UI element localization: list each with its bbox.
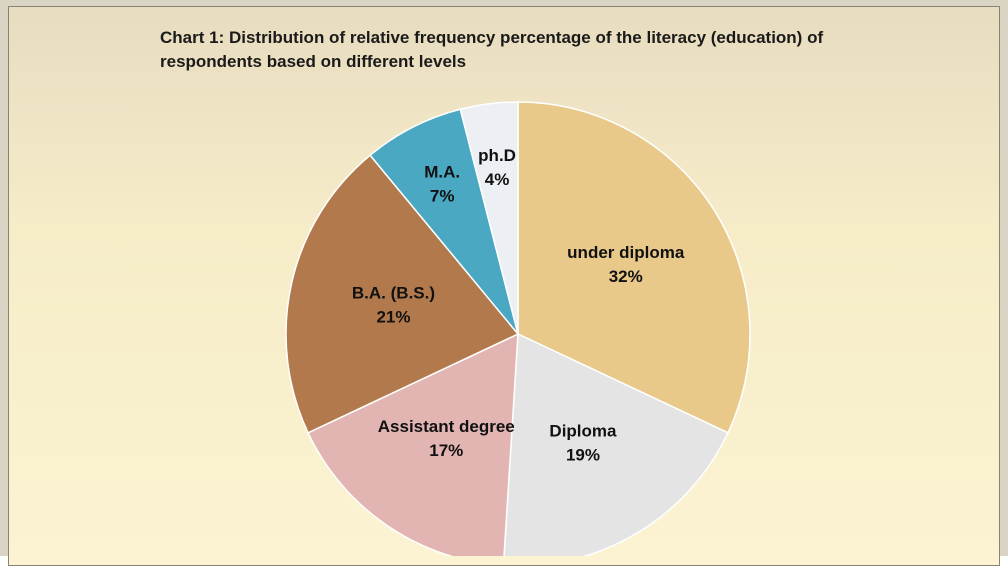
pie-slice xyxy=(459,101,519,335)
slice-value-label: 17% xyxy=(429,441,463,460)
slice-label: M.A. xyxy=(424,163,460,182)
slice-label: Diploma xyxy=(549,421,617,440)
pie-slice xyxy=(517,101,751,434)
slice-value-label: 7% xyxy=(430,187,455,206)
chart-title: Chart 1: Distribution of relative freque… xyxy=(160,28,824,71)
slice-label: ph.D xyxy=(478,146,516,165)
slice-value-label: 21% xyxy=(376,308,410,327)
pie-slice xyxy=(307,332,519,556)
pie-slice xyxy=(285,154,520,434)
slice-value-label: 19% xyxy=(566,445,600,464)
slice-label: Assistant degree xyxy=(378,417,515,436)
slice-label: under diploma xyxy=(567,243,685,262)
slice-value-label: 32% xyxy=(609,267,643,286)
pie-slice xyxy=(369,108,519,335)
pie-slice xyxy=(503,332,729,556)
slice-label: B.A. (B.S.) xyxy=(352,284,435,303)
slice-value-label: 4% xyxy=(485,170,510,189)
